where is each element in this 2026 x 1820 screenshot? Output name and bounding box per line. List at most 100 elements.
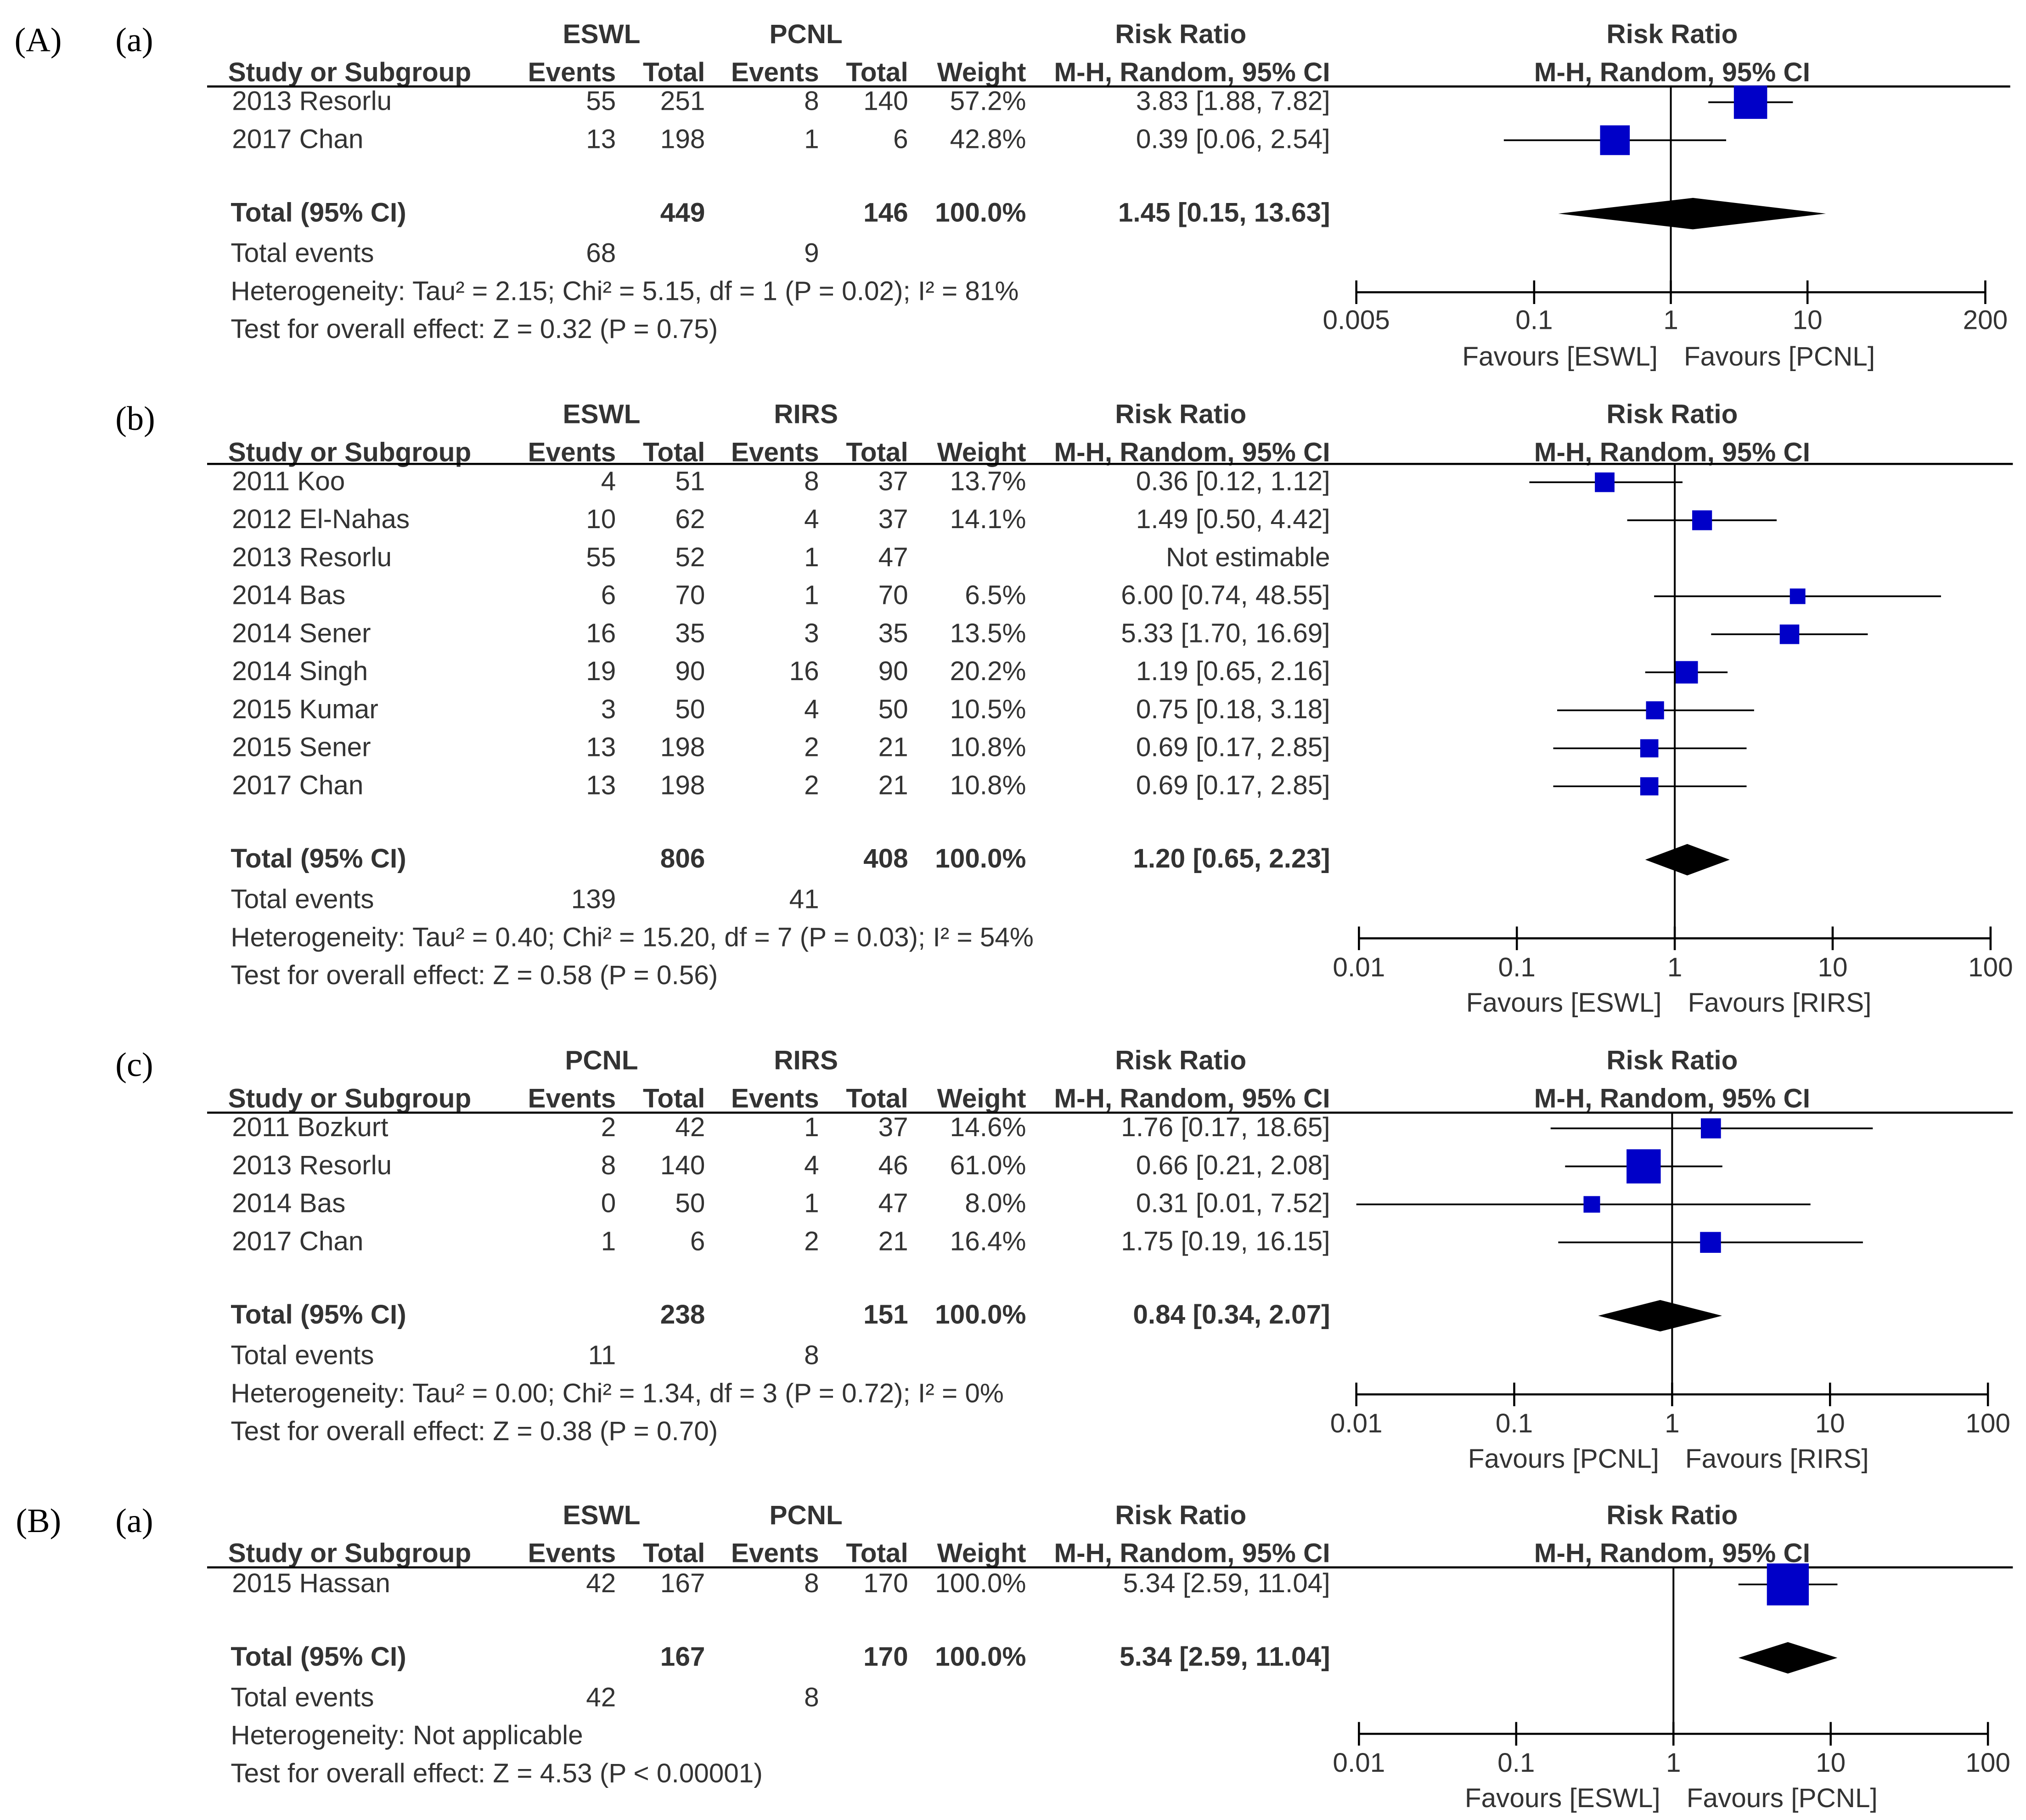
plot-method-header: M-H, Random, 95% CI: [1534, 1538, 1810, 1568]
total-events1: 42: [586, 1682, 616, 1712]
total1-value: 35: [675, 618, 705, 648]
weight-value: 10.8%: [950, 733, 1026, 762]
figure-label: (B): [16, 1502, 61, 1540]
group1-header: PCNL: [565, 1046, 638, 1076]
study-row: 2015 Kumar 3 50 4 50 10.5% 0.75 [0.18, 3.18]: [232, 694, 1754, 724]
total-events1: 68: [586, 238, 616, 268]
x-tick-label: 10: [1815, 1409, 1845, 1438]
panel-label: (b): [115, 400, 155, 438]
total1-value: 198: [660, 770, 705, 800]
study-name: 2015 Sener: [232, 733, 371, 762]
total2-value: 37: [878, 504, 908, 534]
weight-value: 16.4%: [950, 1226, 1026, 1256]
total-events-label: Total events: [231, 885, 374, 914]
events2-value: 1: [804, 1112, 819, 1142]
total1-value: 42: [675, 1112, 705, 1142]
total2-value: 50: [878, 694, 908, 724]
total-ci: 5.34 [2.59, 11.04]: [1120, 1642, 1330, 1672]
total-events-label: Total events: [231, 238, 374, 268]
ci-value: 5.33 [1.70, 16.69]: [1121, 618, 1330, 648]
events2-value: 8: [804, 86, 819, 116]
total2-value: 37: [878, 1112, 908, 1142]
total1-sum: 167: [660, 1642, 705, 1672]
total2-value: 140: [863, 86, 908, 116]
overall-effect-text: Test for overall effect: Z = 0.38 (P = 0…: [231, 1416, 718, 1446]
point-estimate-square: [1646, 701, 1664, 720]
total1-sum: 806: [660, 844, 705, 873]
study-name: 2011 Koo: [232, 466, 345, 496]
study-row: 2017 Chan 13 198 2 21 10.8% 0.69 [0.17, 2.85]: [232, 770, 1747, 800]
total1-value: 90: [675, 656, 705, 686]
study-column-header: Study or Subgroup: [228, 437, 472, 467]
events1-value: 4: [601, 466, 616, 496]
events1-value: 1: [601, 1226, 616, 1256]
weight-value: 61.0%: [950, 1150, 1026, 1180]
method-column-header: M-H, Random, 95% CI: [1054, 437, 1330, 467]
plot-effect-header: Risk Ratio: [1606, 19, 1738, 49]
ci-value: 1.75 [0.19, 16.15]: [1121, 1226, 1330, 1256]
study-row: 2015 Hassan 42 167 8 170 100.0% 5.34 [2.59, 11…: [232, 1563, 1838, 1606]
x-tick-label: 200: [1963, 305, 2008, 335]
events1-column-header: Events: [528, 1538, 616, 1568]
ci-value: 0.75 [0.18, 3.18]: [1136, 694, 1330, 724]
total2-value: 35: [878, 618, 908, 648]
point-estimate-square: [1790, 588, 1806, 604]
x-tick-label: 1: [1663, 305, 1678, 335]
study-name: 2015 Kumar: [232, 694, 378, 724]
overall-effect-text: Test for overall effect: Z = 0.32 (P = 0…: [231, 314, 718, 344]
study-name: 2014 Bas: [232, 580, 345, 610]
weight-column-header: Weight: [937, 1538, 1026, 1568]
events2-value: 4: [804, 1150, 819, 1180]
effect-header: Risk Ratio: [1115, 1500, 1246, 1530]
study-name: 2013 Resorlu: [232, 542, 392, 572]
events1-value: 13: [586, 733, 616, 762]
weight-value: 10.5%: [950, 694, 1026, 724]
total1-value: 6: [690, 1226, 705, 1256]
weight-value: 8.0%: [965, 1189, 1026, 1218]
ci-value: 0.36 [0.12, 1.12]: [1136, 466, 1330, 496]
study-row: 2015 Sener 13 198 2 21 10.8% 0.69 [0.17, 2.85]: [232, 733, 1747, 762]
point-estimate-square: [1700, 1118, 1721, 1138]
favours-right-label: Favours [RIRS]: [1688, 988, 1872, 1018]
heterogeneity-text: Heterogeneity: Not applicable: [231, 1720, 583, 1750]
point-estimate-square: [1692, 510, 1712, 530]
point-estimate-square: [1595, 472, 1615, 492]
total-events2: 41: [789, 885, 819, 914]
total2-value: 21: [878, 1226, 908, 1256]
ci-value: 3.83 [1.88, 7.82]: [1136, 86, 1330, 116]
total1-sum: 238: [660, 1300, 705, 1330]
study-name: 2013 Resorlu: [232, 86, 392, 116]
point-estimate-square: [1640, 777, 1659, 795]
weight-value: 42.8%: [950, 124, 1026, 154]
figure-label: (A): [15, 21, 62, 59]
study-row: 2014 Sener 16 35 3 35 13.5% 5.33 [1.70, 16.69]: [232, 618, 1868, 648]
effect-header: Risk Ratio: [1115, 1046, 1246, 1076]
events2-value: 8: [804, 466, 819, 496]
total2-value: 21: [878, 770, 908, 800]
panel-label: (a): [115, 1502, 153, 1540]
total1-value: 167: [660, 1568, 705, 1598]
ci-value: 6.00 [0.74, 48.55]: [1121, 580, 1330, 610]
total-ci: 1.20 [0.65, 2.23]: [1133, 844, 1330, 873]
study-name: 2017 Chan: [232, 1226, 363, 1256]
weight-value: 10.8%: [950, 770, 1026, 800]
ci-value: 0.39 [0.06, 2.54]: [1136, 124, 1330, 154]
total2-value: 170: [863, 1568, 908, 1598]
study-name: 2017 Chan: [232, 770, 363, 800]
favours-right-label: Favours [RIRS]: [1685, 1444, 1869, 1474]
plot-effect-header: Risk Ratio: [1606, 1500, 1738, 1530]
ci-value: 0.69 [0.17, 2.85]: [1136, 733, 1330, 762]
x-tick-label: 100: [1968, 952, 2013, 982]
total1-value: 70: [675, 580, 705, 610]
ci-value: 0.69 [0.17, 2.85]: [1136, 770, 1330, 800]
study-column-header: Study or Subgroup: [228, 1083, 472, 1113]
forest-panel-3: (c) PCNL RIRS Risk Ratio Risk Ratio Study or …: [115, 1046, 2013, 1474]
x-tick-label: 0.01: [1333, 952, 1385, 982]
x-tick-label: 0.01: [1333, 1748, 1385, 1778]
x-tick-label: 0.01: [1330, 1409, 1383, 1438]
group2-header: RIRS: [774, 1046, 838, 1076]
total1-value: 52: [675, 542, 705, 572]
total-events1: 139: [571, 885, 616, 914]
total1-value: 62: [675, 504, 705, 534]
